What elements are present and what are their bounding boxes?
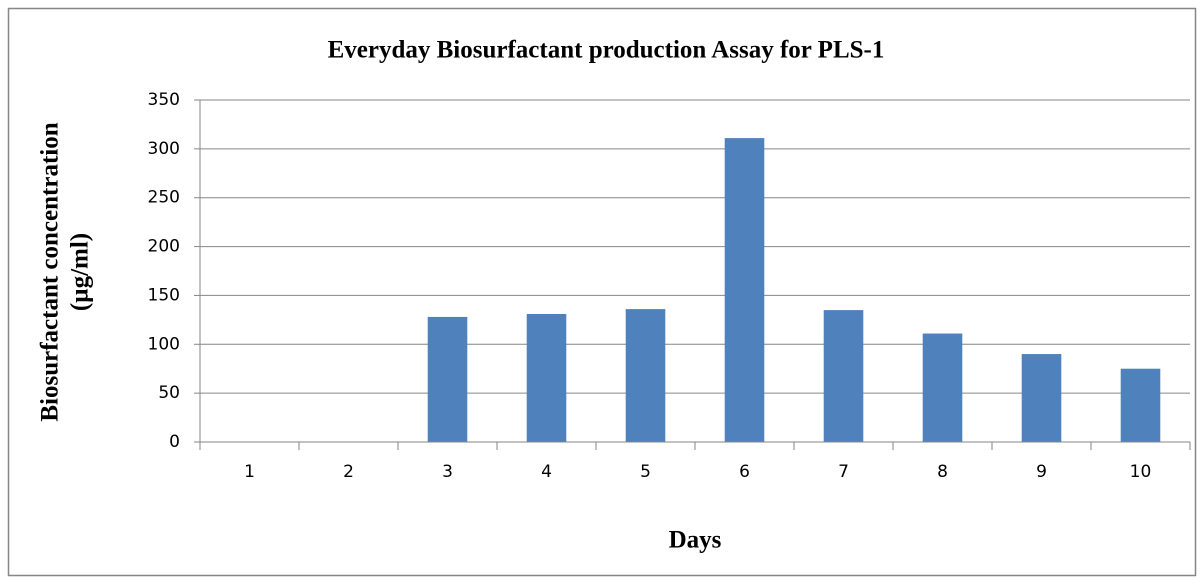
x-tick-label: 1: [244, 462, 255, 482]
x-tick-label: 9: [1036, 462, 1047, 482]
bar: [526, 313, 567, 442]
chart-title: Everyday Biosurfactant production Assay …: [328, 37, 885, 64]
y-tick-label: 0: [169, 432, 180, 452]
x-tick-label: 7: [838, 462, 849, 482]
chart-frame: [7, 7, 1197, 577]
x-tick-label: 5: [640, 462, 651, 482]
y-tick-label: 350: [148, 90, 180, 110]
bar: [823, 310, 864, 442]
x-tick-label: 4: [541, 462, 552, 482]
y-tick-label: 300: [148, 139, 180, 159]
x-tick-label: 2: [343, 462, 354, 482]
y-axis-label: Biosurfactant concentration (µg/ml): [37, 122, 94, 421]
x-tick-label: 8: [937, 462, 948, 482]
x-tick-label: 10: [1130, 462, 1152, 482]
bar: [724, 138, 765, 442]
bar: [1021, 354, 1062, 442]
y-axis-label-line: Biosurfactant concentration: [37, 122, 64, 421]
y-axis-label-line: (µg/ml): [67, 233, 94, 311]
x-tick-label: 6: [739, 462, 750, 482]
y-tick-label: 250: [148, 188, 180, 208]
x-axis-label: Days: [669, 527, 722, 554]
y-tick-label: 150: [148, 285, 180, 305]
x-tick-label: 3: [442, 462, 453, 482]
y-tick-label: 50: [158, 383, 180, 403]
bar: [625, 309, 666, 442]
y-tick-label: 200: [148, 237, 180, 257]
bar: [922, 333, 963, 442]
bar: [427, 316, 468, 442]
bar: [1120, 368, 1161, 442]
y-tick-label: 100: [148, 334, 180, 354]
